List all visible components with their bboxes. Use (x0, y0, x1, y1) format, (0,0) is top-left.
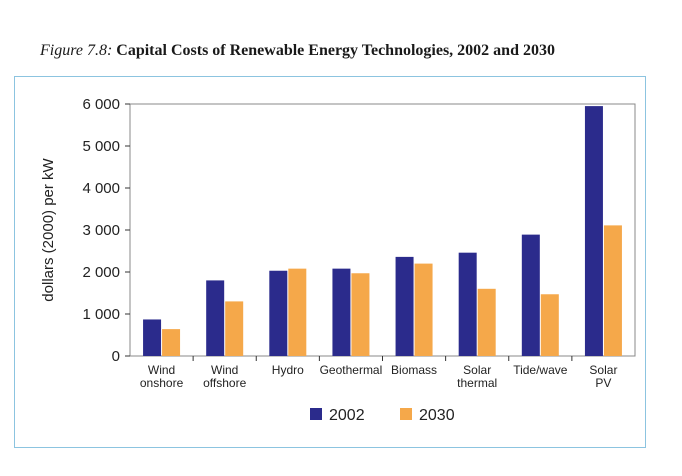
bar-2002-7 (584, 106, 603, 356)
bar-2030-7 (603, 225, 622, 356)
y-tick-label: 2 000 (82, 264, 120, 281)
figure-title: Capital Costs of Renewable Energy Techno… (116, 42, 555, 59)
x-tick-label-line: Tide/wave (513, 363, 568, 377)
bar-2030-0 (162, 329, 181, 356)
bar-2002-5 (458, 252, 477, 356)
bar-2030-1 (225, 301, 244, 356)
bar-chart: 0 1 000 2 000 3 000 4 000 5 000 6 000 dollars (… (40, 96, 636, 424)
y-axis-label: dollars (2000) per kW (40, 157, 57, 301)
chart-frame: 0 1 000 2 000 3 000 4 000 5 000 6 000 dollars (… (14, 76, 646, 448)
y-tick-label: 4 000 (82, 180, 120, 197)
x-tick-label-line: Wind (148, 363, 175, 377)
x-tick-label: Hydro (272, 363, 304, 377)
bar-2002-2 (269, 270, 288, 356)
figure-label: Figure 7.8: (40, 42, 113, 59)
x-tick-label-line: Biomass (391, 363, 437, 377)
bar-2002-1 (206, 280, 225, 356)
x-tick-label: Solar PV (589, 363, 617, 390)
y-tick-label: 0 (112, 348, 120, 365)
y-tick-label: 1 000 (82, 306, 120, 323)
bar-2030-6 (540, 294, 559, 356)
x-tick-label-line: PV (595, 376, 611, 390)
bar-2002-4 (395, 256, 414, 356)
legend-label-2030: 2030 (419, 407, 455, 424)
bar-2030-5 (477, 288, 496, 356)
x-tick-label-line: thermal (457, 376, 497, 390)
x-tick-label-line: Geothermal (320, 363, 383, 377)
x-tick-label-line: Wind (211, 363, 238, 377)
bar-2030-2 (288, 268, 307, 356)
x-tick-label-line: Solar (589, 363, 617, 377)
x-tick-label-line: Solar (463, 363, 491, 377)
x-tick-label: Solar thermal (457, 363, 497, 390)
bar-2002-6 (521, 234, 540, 356)
y-tick-label: 5 000 (82, 138, 120, 155)
y-tick-label: 6 000 (82, 96, 120, 113)
legend-label-2002: 2002 (329, 407, 365, 424)
y-tick-label: 3 000 (82, 222, 120, 239)
x-tick-label-line: offshore (203, 376, 246, 390)
x-tick-label: Geothermal (320, 363, 383, 377)
plot-area (129, 103, 636, 357)
bar-2002-0 (143, 319, 162, 356)
x-tick-label: Wind onshore (140, 363, 184, 390)
bar-2030-3 (351, 273, 370, 356)
x-tick-label-line: Hydro (272, 363, 304, 377)
x-tick-label: Biomass (391, 363, 437, 377)
x-tick-label: Tide/wave (513, 363, 568, 377)
figure-caption: Figure 7.8: Capital Costs of Renewable E… (40, 42, 660, 60)
legend-swatch-2002 (310, 408, 322, 420)
legend-swatch-2030 (400, 408, 412, 420)
x-tick-label: Wind offshore (203, 363, 246, 390)
bar-2002-3 (332, 268, 351, 356)
x-tick-label-line: onshore (140, 376, 184, 390)
bar-2030-4 (414, 263, 433, 356)
